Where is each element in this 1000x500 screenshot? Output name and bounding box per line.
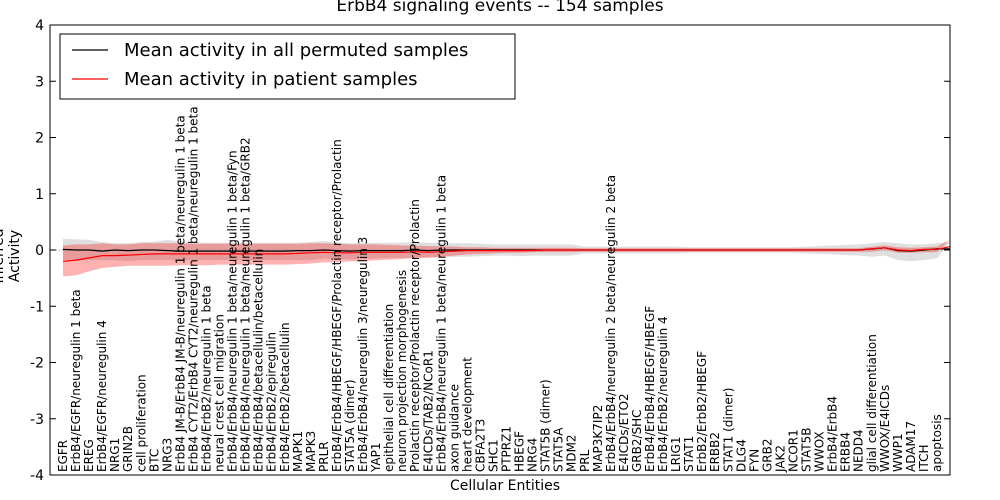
legend: Mean activity in all permuted samples Mea… <box>59 33 516 100</box>
y-tick-label: -1 <box>30 299 44 315</box>
x-tick-label: CBFA2T3 <box>473 419 487 472</box>
x-tick-label: STAT5A (dimer) <box>343 379 357 472</box>
x-tick-label: WWOX <box>813 431 827 472</box>
band-patient <box>63 239 950 277</box>
y-tick-label: 0 <box>35 243 44 259</box>
x-tick-label: neural crest cell migration <box>213 314 227 472</box>
x-tick-label: STAT5B (dimer) <box>539 379 553 472</box>
x-tick-label: ErbB4/ErbB2/epiregulin <box>265 332 279 472</box>
x-tick-label: ErbB4/ErbB4/betacellulin/betacellulin <box>252 249 266 472</box>
x-tick-label: ErbB4/EGFR/neuregulin 1 beta <box>69 289 83 472</box>
x-tick-label: ErbB4/ErbB4/neuregulin 1 beta/neuregulin… <box>434 175 448 472</box>
y-tick-label: -4 <box>30 468 44 484</box>
x-tick-label: MAP3K7IP2 <box>591 405 605 472</box>
x-tick-label: BTC <box>147 449 161 472</box>
x-tick-label: neuron projection morphogenesis <box>395 270 409 472</box>
x-tick-label: ERBB2 <box>708 432 722 472</box>
x-tick-label: epithelial cell differentiation <box>382 304 396 472</box>
x-tick-label: FYN <box>747 449 761 472</box>
y-tick-label: -2 <box>30 356 44 372</box>
x-tick-label: MAPK3 <box>304 431 318 472</box>
x-tick-label: glial cell differentiation <box>865 334 879 472</box>
x-tick-label: E4ICDs/TAB2/NCoR1 <box>421 350 435 472</box>
x-tick-label: NCOR1 <box>787 429 801 472</box>
x-tick-label: ErbB4/ErbB4/neuregulin 3/neuregulin 3 <box>356 237 370 472</box>
x-tick-label: YAP1 <box>369 443 383 473</box>
x-tick-label: JAK2 <box>773 445 787 473</box>
x-tick-label: ErbB4/ErbB2/neuregulin 4 <box>656 316 670 472</box>
x-tick-label: NRG1 <box>108 438 122 472</box>
x-tick-label: PTPRZ1 <box>500 426 514 472</box>
x-tick-label: ErbB4 CYT2/ErbB4 CYT2/neuregulin 1 beta/… <box>186 106 200 472</box>
x-tick-label: WWOX/E4ICDs <box>878 385 892 472</box>
x-tick-label: SHC1 <box>486 439 500 472</box>
x-tick-label: STAT5B <box>800 428 814 473</box>
x-tick-label: ErbB4 JM-B/ErbB4 JM-B/neuregulin 1 beta/… <box>173 115 187 472</box>
x-tick-label: STAT1 (dimer) <box>721 388 735 472</box>
x-tick-label: GRIN2B <box>121 426 135 472</box>
x-tick-label: ADAM17 <box>904 421 918 472</box>
x-tick-label: GRB2/SHC <box>630 409 644 472</box>
legend-label: Mean activity in patient samples <box>124 69 418 90</box>
x-tick-label: GRB2 <box>760 438 774 472</box>
x-tick-label: ErbB4/ErbB2/betacellulin <box>278 322 292 472</box>
y-tick-label: 4 <box>35 18 44 34</box>
x-tick-label: LRIG1 <box>669 437 683 473</box>
x-tick-label: ErbB4/ErbB4/HBEGF/HBEGF <box>643 306 657 472</box>
x-tick-label: PRLR <box>317 441 331 472</box>
x-tick-label: apoptosis <box>930 414 944 472</box>
x-tick-label: HBEGF <box>513 431 527 472</box>
x-tick-label: ErbB4/ErbB4/neuregulin 1 beta/neuregulin… <box>226 150 240 472</box>
x-tick-label: ErbB4/ErbB4/HBEGF/HBEGF/Prolactin recept… <box>330 139 344 472</box>
x-tick-label: heart development <box>460 357 474 472</box>
x-tick-label: cell proliferation <box>134 374 148 472</box>
series-line-patient <box>62 246 950 262</box>
series-lines <box>62 246 950 262</box>
x-axis-label: Cellular Entities <box>449 478 561 494</box>
x-tick-label: EREG <box>82 439 96 472</box>
x-tick-label: ErbB2/ErbB2/HBEGF <box>695 351 709 472</box>
x-tick-label: STAT1 <box>682 436 696 472</box>
x-tick-label: ErbB4/ErbB4/neuregulin 1 beta/neuregulin… <box>239 137 253 472</box>
x-tick-label: STAT5A <box>552 427 566 472</box>
x-tick-label: DLG4 <box>734 439 748 472</box>
x-tick-label: ErbB4/ErbB4/neuregulin 2 beta/neuregulin… <box>604 175 618 472</box>
legend-label: Mean activity in all permuted samples <box>124 40 468 61</box>
y-tick-label: 3 <box>35 74 44 90</box>
x-tick-label: ErbB4/ErbB4 <box>826 396 840 472</box>
y-axis-ticks: -4 -3 -2 -1 0 1 2 3 4 <box>30 18 950 484</box>
x-tick-label: NEDD4 <box>852 429 866 472</box>
x-tick-label: E4ICDs/ETO2 <box>617 393 631 472</box>
x-tick-label: axon guidance <box>447 384 461 472</box>
chart-title: ErbB4 signaling events -- 154 samples <box>336 0 664 16</box>
x-tick-label: EGFR <box>56 440 70 472</box>
x-tick-label: ErbB4/EGFR/neuregulin 4 <box>95 320 109 472</box>
x-tick-label: PRL <box>578 449 592 472</box>
y-tick-label: 2 <box>35 131 44 147</box>
x-tick-labels: EGFR ErbB4/EGFR/neuregulin 1 beta EREG ErbB… <box>56 106 944 473</box>
x-tick-label: ERBB4 <box>839 432 853 472</box>
x-tick-label: MAPK1 <box>291 431 305 472</box>
x-tick-label: ErbB4/ErbB2/neuregulin 1 beta <box>199 285 213 472</box>
x-tick-label: WWP1 <box>891 433 905 472</box>
x-tick-label: Prolactin receptor/Prolactin receptor/Pr… <box>408 199 422 472</box>
y-tick-label: 1 <box>35 187 44 203</box>
y-tick-label: -3 <box>30 412 44 428</box>
x-tick-label: ITCH <box>917 444 931 472</box>
x-tick-label: MDM2 <box>565 434 579 472</box>
legend-box <box>59 33 516 100</box>
x-tick-label: NRG3 <box>160 438 174 472</box>
x-tick-label: NRG4 <box>526 438 540 472</box>
